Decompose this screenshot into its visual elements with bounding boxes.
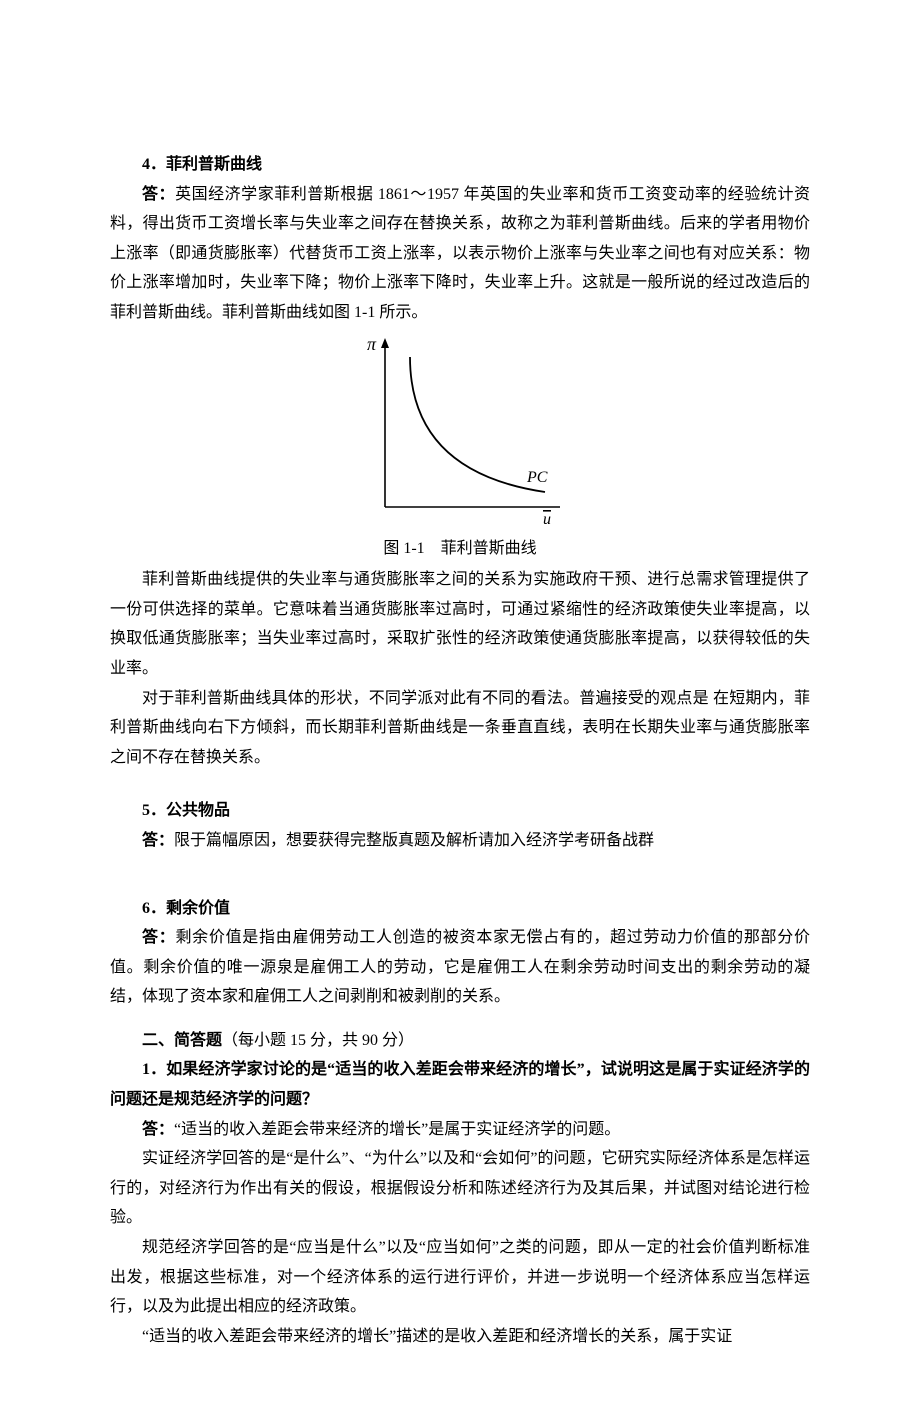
answer-label: 答： <box>142 1121 174 1138</box>
q4-p1-text: 英国经济学家菲利普斯根据 1861～1957 年英国的失业率和货币工资变动率的经… <box>110 186 810 321</box>
q6-p1-text: 剩余价值是指由雇佣劳动工人创造的被资本家无偿占有的，超过劳动力价值的那部分价值。… <box>110 929 810 1005</box>
q6-heading: 6．剩余价值 <box>110 894 810 924</box>
q4-p3: 对于菲利普斯曲线具体的形状，不同学派对此有不同的看法。普遍接受的观点是 在短期内… <box>110 684 810 773</box>
q5-p1-text: 限于篇幅原因，想要获得完整版真题及解析请加入经济学考研备战群 <box>174 832 654 849</box>
q4-answer-p1: 答：英国经济学家菲利普斯根据 1861～1957 年英国的失业率和货币工资变动率… <box>110 180 810 328</box>
phillips-curve-figure: π PC u <box>110 332 810 532</box>
section2-q1-p1-text: “适当的收入差距会带来经济的增长”是属于实证经济学的问题。 <box>174 1121 620 1138</box>
q5-answer-p1: 答：限于篇幅原因，想要获得完整版真题及解析请加入经济学考研备战群 <box>110 826 810 856</box>
section2-heading-note: （每小题 15 分，共 90 分） <box>222 1032 414 1049</box>
answer-label: 答： <box>142 929 175 946</box>
q4-heading: 4．菲利普斯曲线 <box>110 150 810 180</box>
section2-q1-p3: 规范经济学回答的是“应当是什么”以及“应当如何”之类的问题，即从一定的社会价值判… <box>110 1233 810 1322</box>
section2-heading: 二、简答题 <box>142 1032 222 1049</box>
answer-label: 答： <box>142 186 175 203</box>
svg-text:u: u <box>543 511 551 528</box>
section2-q1-p4: “适当的收入差距会带来经济的增长”描述的是收入差距和经济增长的关系，属于实证 <box>110 1322 810 1352</box>
answer-label: 答： <box>142 832 174 849</box>
section2-q1-p2: 实证经济学回答的是“是什么”、“为什么”以及和“会如何”的问题，它研究实际经济体… <box>110 1144 810 1233</box>
svg-text:PC: PC <box>526 469 548 486</box>
q4-p2: 菲利普斯曲线提供的失业率与通货膨胀率之间的关系为实施政府干预、进行总需求管理提供… <box>110 565 810 683</box>
section2-q1-p1: 答：“适当的收入差距会带来经济的增长”是属于实证经济学的问题。 <box>110 1115 810 1145</box>
q5-heading: 5．公共物品 <box>110 796 810 826</box>
svg-text:π: π <box>367 334 377 354</box>
section2-heading-line: 二、简答题（每小题 15 分，共 90 分） <box>110 1026 810 1056</box>
section2-q1-heading: 1．如果经济学家讨论的是“适当的收入差距会带来经济的增长”，试说明这是属于实证经… <box>110 1055 810 1114</box>
phillips-curve-svg: π PC u <box>345 332 575 532</box>
figure-caption: 图 1-1 菲利普斯曲线 <box>110 534 810 564</box>
q6-answer-p1: 答：剩余价值是指由雇佣劳动工人创造的被资本家无偿占有的，超过劳动力价值的那部分价… <box>110 923 810 1012</box>
